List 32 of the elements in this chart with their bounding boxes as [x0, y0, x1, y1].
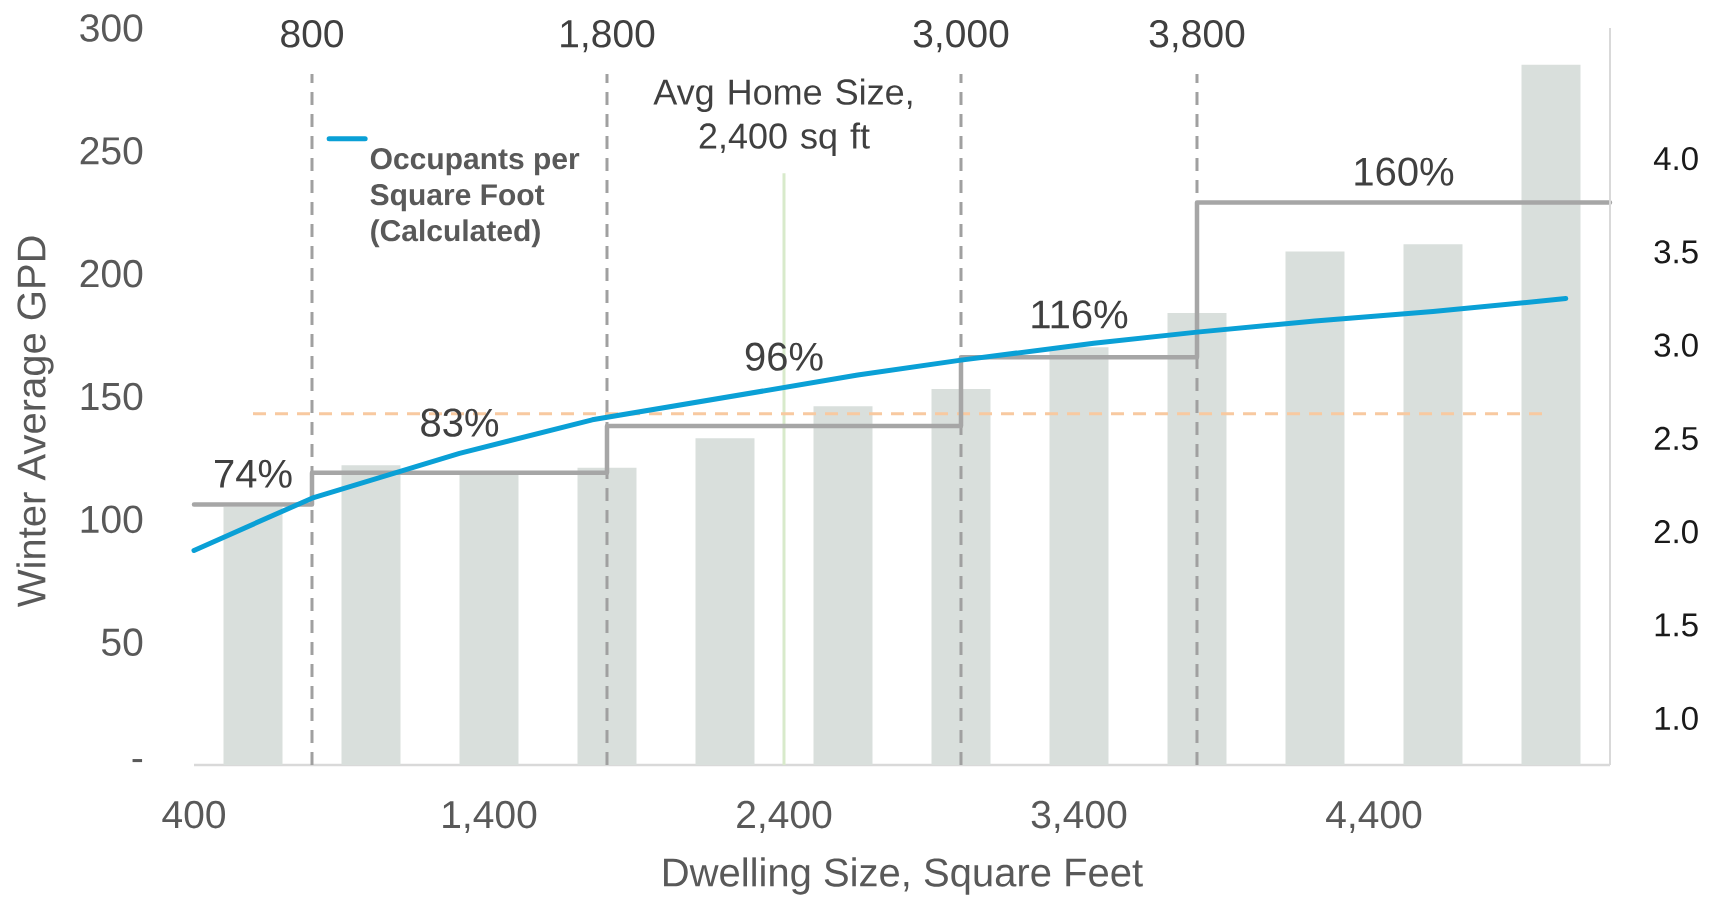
y2-tick-label: 1.5: [1655, 613, 1698, 637]
x-axis-title: Dwelling Size, Square Feet: [664, 857, 1143, 895]
y-tick-label: 100: [81, 505, 143, 534]
y-tick-label: 50: [101, 628, 143, 656]
ref-line-label: Avg Home Size, 2,400 sq ft: [653, 78, 912, 156]
annotation: 96%: [745, 342, 823, 371]
y2-tick-label: 1.0: [1655, 706, 1698, 731]
ref-line-label: 3,800: [1149, 19, 1245, 53]
annotation: 74%: [215, 459, 292, 488]
annotation: 83%: [421, 408, 499, 437]
ref-line-label: 3,000: [913, 19, 1009, 53]
y2-tick-label: 3.0: [1654, 333, 1698, 357]
x-tick-label: 2,400: [737, 800, 832, 833]
y-tick-label: 300: [80, 14, 143, 42]
legend-label: Occupants per Square Foot (Calculated): [370, 148, 580, 248]
ref-line-label: 1,800: [561, 19, 655, 53]
y-tick-label: 200: [80, 259, 143, 288]
y2-tick-label: 4.0: [1653, 146, 1698, 171]
y2-tick-label: 3.5: [1654, 240, 1698, 264]
y-axis-title: Winter Average GPD: [16, 236, 54, 608]
x-tick-label: 3,400: [1031, 800, 1127, 833]
annotation: 160%: [1355, 157, 1454, 186]
x-tick-label: 4,400: [1326, 800, 1422, 833]
y2-tick-label: 2.0: [1654, 520, 1698, 544]
x-tick-label: 400: [162, 800, 226, 829]
y-tick-label: 150: [81, 382, 143, 411]
y2-tick-label: 2.5: [1654, 426, 1698, 451]
y-tick-label: -: [132, 759, 143, 763]
annotation: 116%: [1032, 300, 1128, 329]
y-tick-label: 250: [80, 137, 143, 165]
ref-line-label: 800: [281, 19, 344, 48]
x-tick-label: 1,400: [443, 800, 537, 833]
